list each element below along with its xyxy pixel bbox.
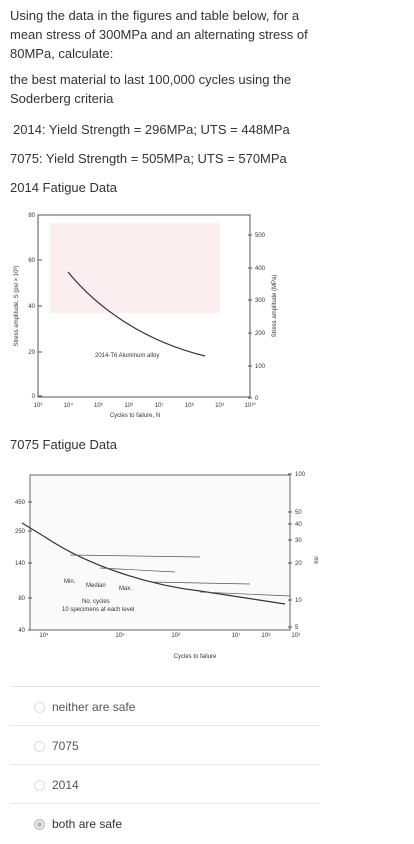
- answer-option[interactable]: both are safe: [10, 803, 320, 843]
- y2-tick-label: 300: [255, 298, 266, 304]
- y2-axis-label: ksi: [314, 556, 320, 563]
- answer-option[interactable]: 2014: [10, 764, 320, 804]
- figure-7075: Min. Median Max. No. cycles 10 specimens…: [15, 472, 320, 660]
- y-tick-label: 60: [28, 258, 35, 264]
- option-label[interactable]: both are safe: [52, 817, 123, 831]
- y2-tick-label: 0: [255, 396, 259, 402]
- y2-tick-label: 40: [295, 522, 302, 528]
- y2-tick-label: 20: [295, 561, 302, 567]
- x-tick-label: 10⁸: [185, 402, 195, 409]
- radio-button[interactable]: [34, 780, 45, 791]
- plot-frame: [29, 474, 291, 631]
- y-tick-label: 0: [32, 394, 36, 400]
- radio-button[interactable]: [34, 702, 45, 713]
- option-label[interactable]: 2014: [52, 778, 79, 792]
- x-tick-label: 10⁹: [215, 402, 225, 409]
- y-tick-label: 80: [28, 213, 35, 219]
- figure-background: [50, 223, 220, 313]
- x-tick-label: 10⁶: [124, 402, 134, 409]
- x-tick-label: 10⁶: [171, 632, 181, 639]
- x-tick-label: 10⁵: [94, 402, 104, 409]
- y-tick-label: 250: [15, 529, 26, 535]
- x-tick-label: 10⁵: [115, 632, 125, 639]
- y2-axis-label: Stress amplitude (MPa): [272, 275, 278, 338]
- y2-tick-label: 100: [255, 364, 266, 370]
- x-tick-label: 10¹⁰: [245, 402, 257, 409]
- figure-title: 7075 Fatigue Data: [10, 437, 117, 452]
- y2-tick-label: 30: [295, 538, 302, 544]
- x-tick-label: 10⁹: [291, 632, 301, 639]
- annotation: No. cycles: [82, 599, 110, 605]
- scatter-bands: [69, 554, 291, 597]
- y-axis-label: Stress amplitude, S (psi × 10³): [14, 266, 20, 347]
- median-curve: [21, 522, 286, 605]
- y2-tick-label: 200: [255, 331, 266, 337]
- option-label[interactable]: 7075: [52, 739, 79, 753]
- question-task: the best material to last 100,000 cycles…: [10, 72, 292, 106]
- annotation: Min.: [64, 579, 76, 585]
- radio-button[interactable]: [34, 819, 45, 830]
- answer-option[interactable]: neither are safe: [10, 686, 320, 726]
- x-axis-label: Cycles to failure, N: [110, 413, 160, 419]
- x-tick-label: 10⁴: [64, 402, 74, 409]
- figure-title: 2014 Fatigue Data: [10, 180, 117, 195]
- y-tick-label: 450: [15, 500, 26, 506]
- y2-tick-label: 50: [295, 510, 302, 516]
- x-tick-label: 10³: [34, 403, 43, 409]
- data-2014: 2014: Yield Strength = 296MPa; UTS = 448…: [13, 122, 290, 137]
- question-intro: Using the data in the figures and table …: [10, 8, 308, 61]
- x-tick-label: 10⁴: [39, 632, 49, 639]
- y2-tick-label: 5: [295, 625, 299, 631]
- annotation: 10 specimens at each level: [62, 607, 134, 613]
- y-tick-label: 20: [28, 350, 35, 356]
- y2-tick-label: 500: [255, 233, 266, 239]
- x-axis-label: Cycles to failure: [174, 654, 217, 660]
- data-7075: 7075: Yield Strength = 505MPa; UTS = 570…: [10, 151, 287, 166]
- figure-2014: 2014-T6 Aluminum alloy Cycles to failure…: [14, 213, 278, 419]
- x-tick-label: 10⁸: [261, 632, 271, 639]
- radio-button[interactable]: [34, 741, 45, 752]
- y-tick-label: 40: [18, 628, 25, 634]
- option-label[interactable]: neither are safe: [52, 700, 136, 714]
- sn-curve: [67, 271, 206, 357]
- y-tick-label: 40: [28, 304, 35, 310]
- y2-tick-label: 10: [295, 598, 302, 604]
- x-tick-label: 10⁷: [232, 632, 241, 639]
- annotation: Max.: [119, 586, 132, 592]
- curve-label: 2014-T6 Aluminum alloy: [95, 353, 159, 359]
- annotation: Median: [86, 583, 106, 589]
- y2-tick-label: 400: [255, 266, 266, 272]
- y-tick-label: 140: [15, 561, 26, 567]
- y-tick-label: 80: [18, 596, 25, 602]
- y2-tick-label: 100: [295, 472, 306, 478]
- answer-option[interactable]: 7075: [10, 725, 320, 765]
- x-tick-label: 10⁷: [155, 402, 164, 409]
